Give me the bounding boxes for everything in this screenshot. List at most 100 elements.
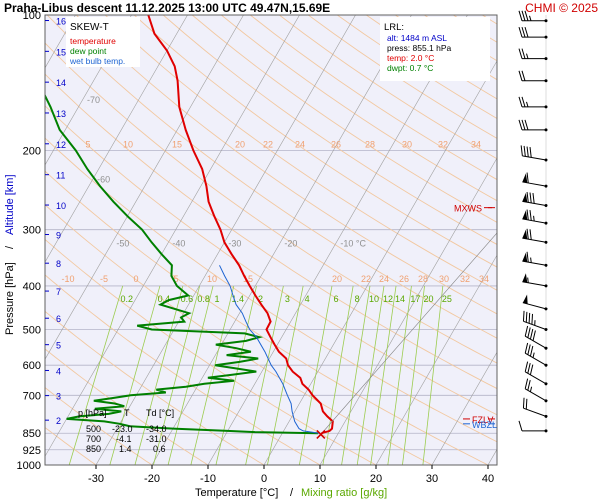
barb-full bbox=[520, 145, 523, 156]
barb-half bbox=[532, 352, 535, 358]
isotherm bbox=[539, 5, 600, 475]
barb-staff bbox=[522, 181, 547, 187]
dry-adiabat bbox=[162, 15, 497, 245]
pressure-tick-label: 850 bbox=[23, 428, 41, 440]
mixing-ratio-label: 10 bbox=[369, 294, 379, 304]
theta-label: 26 bbox=[331, 139, 341, 149]
legend-box bbox=[66, 17, 140, 67]
barb-full bbox=[527, 363, 531, 374]
theta-label: 28 bbox=[365, 139, 375, 149]
barb-full bbox=[518, 10, 523, 21]
theta-label: 34 bbox=[471, 139, 481, 149]
wind-barb bbox=[522, 397, 548, 418]
x-axis-label: Temperature [°C] bbox=[195, 487, 278, 499]
x-axis-separator: / bbox=[290, 487, 294, 499]
theta-label: 0 bbox=[133, 274, 138, 284]
barb-dot bbox=[544, 19, 548, 23]
barb-full bbox=[521, 48, 526, 59]
barb-pennant bbox=[522, 173, 528, 183]
barb-dot bbox=[544, 221, 548, 225]
table-header-p: p [hPa] bbox=[78, 408, 107, 418]
barb-dot bbox=[544, 204, 548, 207]
level-table: p [hPa] T Td [°C] 500 -23.0 -34.0 700 -4… bbox=[78, 408, 174, 454]
mixing-ratio-label: 2 bbox=[258, 294, 263, 304]
dry-adiabat bbox=[45, 73, 497, 390]
theta-label: 5 bbox=[85, 139, 90, 149]
theta-label: 28 bbox=[418, 274, 428, 284]
barb-dot bbox=[544, 105, 548, 109]
table-cell: -23.0 bbox=[112, 424, 133, 434]
wind-barb bbox=[522, 273, 548, 288]
barb-pennant bbox=[522, 294, 528, 304]
wind-barb bbox=[522, 310, 548, 331]
table-cell: 0.6 bbox=[153, 444, 166, 454]
mixing-ratio-label: 20 bbox=[424, 294, 434, 304]
theta-label: 10 bbox=[123, 139, 133, 149]
altitude-tick-label: 13 bbox=[56, 109, 66, 119]
barb-dot bbox=[544, 363, 548, 367]
barb-dot bbox=[544, 158, 548, 162]
barb-full bbox=[526, 191, 529, 203]
barb-staff bbox=[524, 388, 547, 402]
altitude-tick-label: 5 bbox=[56, 341, 61, 351]
isotherm bbox=[487, 448, 497, 465]
wind-barb bbox=[522, 251, 548, 267]
isotherm-label: -10 °C bbox=[340, 238, 366, 248]
barb-staff bbox=[523, 407, 547, 417]
barb-full bbox=[518, 48, 523, 59]
table-cell: 500 bbox=[86, 424, 101, 434]
sounding-profiles bbox=[45, 15, 497, 439]
barb-pennant bbox=[522, 210, 528, 220]
theta-label: 34 bbox=[479, 274, 489, 284]
altitude-tick-label: 9 bbox=[56, 231, 61, 241]
barb-staff bbox=[524, 335, 547, 349]
temperature-tick-label: -20 bbox=[144, 473, 160, 485]
dry-adiabat bbox=[75, 15, 497, 315]
temperature-tick-label: 20 bbox=[370, 473, 382, 485]
barb-half bbox=[530, 257, 532, 263]
pressure-tick-label: 1000 bbox=[17, 460, 41, 472]
barb-full bbox=[532, 330, 536, 341]
wind-barb bbox=[524, 378, 548, 403]
lrl-dwpt: dwpt: 0.7 °C bbox=[387, 63, 433, 73]
legend-item-temperature: temperature bbox=[70, 36, 116, 46]
barb-full bbox=[521, 26, 526, 38]
theta-label: 32 bbox=[460, 274, 470, 284]
altitude-tick-label: 4 bbox=[56, 366, 61, 376]
mixing-ratio-line bbox=[68, 285, 124, 465]
isotherm bbox=[95, 15, 356, 465]
dry-adiabat bbox=[45, 42, 497, 364]
temperature-tick-label: -30 bbox=[88, 473, 104, 485]
dry-adiabat bbox=[511, 15, 600, 475]
legend-item-dewpoint: dew point bbox=[70, 46, 107, 56]
pressure-tick-label: 300 bbox=[23, 225, 41, 237]
chart-title: Praha-Libus descent 11.12.2025 13:00 UTC… bbox=[4, 1, 330, 15]
barb-full bbox=[518, 26, 523, 38]
barb-half bbox=[529, 15, 532, 21]
wind-barb bbox=[518, 96, 548, 109]
theta-label: 24 bbox=[295, 139, 305, 149]
barb-full bbox=[527, 327, 531, 338]
isotherm-label: -40 bbox=[172, 238, 185, 248]
pressure-tick-label: 500 bbox=[23, 325, 41, 337]
dry-adiabat bbox=[191, 15, 497, 223]
mixing-ratio-label: 8 bbox=[355, 294, 360, 304]
series-line-temperature bbox=[147, 15, 334, 435]
barb-dot bbox=[544, 414, 548, 418]
theta-label: 30 bbox=[402, 139, 412, 149]
wind-barb bbox=[524, 325, 548, 350]
mixing-ratio-line bbox=[134, 285, 184, 465]
theta-label: 15 bbox=[172, 139, 182, 149]
copyright: CHMI © 2025 bbox=[525, 1, 598, 15]
level-marker-label: FZLV bbox=[472, 415, 493, 425]
isotherm bbox=[263, 60, 497, 465]
theta-label: 30 bbox=[439, 274, 449, 284]
level-marker-label: WBZL bbox=[472, 420, 497, 430]
barb-half bbox=[533, 215, 535, 222]
barb-full bbox=[518, 420, 523, 432]
wind-barb bbox=[522, 172, 548, 188]
barb-full bbox=[524, 378, 529, 389]
barb-full bbox=[524, 342, 529, 354]
